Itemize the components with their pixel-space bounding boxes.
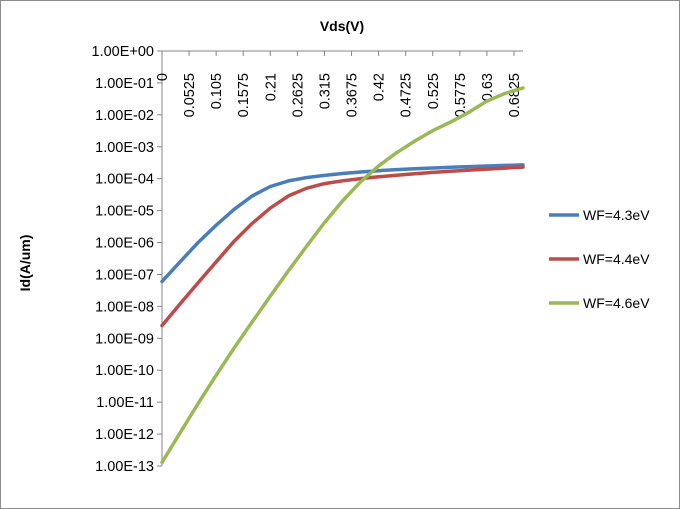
x-tick-label: 0 — [155, 73, 171, 81]
legend: WF=4.3eV WF=4.4eV WF=4.6eV — [549, 207, 650, 311]
y-tick-label: 1.00E-07 — [95, 267, 154, 283]
x-tick-label: 0.63 — [480, 73, 496, 101]
x-axis-ticks: 0 0.0525 0.105 0.1575 0.21 0.2625 0.315 0.3675 0… — [155, 51, 523, 117]
x-axis-title: Vds(V) — [320, 18, 364, 34]
y-tick-label: 1.00E+00 — [92, 44, 155, 60]
legend-label: WF=4.6eV — [583, 295, 650, 311]
y-tick-label: 1.00E-05 — [95, 204, 154, 220]
x-tick-label: 0.105 — [209, 73, 225, 109]
x-tick-label: 0.2625 — [290, 73, 306, 117]
x-tick-label: 0.525 — [426, 73, 442, 109]
y-tick-label: 1.00E-10 — [95, 363, 154, 379]
y-tick-label: 1.00E-09 — [95, 331, 154, 347]
series-lines — [160, 86, 525, 465]
y-tick-label: 1.00E-11 — [96, 395, 154, 411]
x-tick-label: 0.1575 — [236, 73, 252, 117]
y-tick-label: 1.00E-08 — [95, 299, 154, 315]
series-line-1 — [160, 163, 525, 284]
y-axis-ticks: 1.00E-13 1.00E-12 1.00E-11 1.00E-10 1.00E-09… — [92, 44, 162, 475]
y-tick-label: 1.00E-06 — [95, 236, 154, 252]
x-tick-label: 0.5775 — [453, 73, 469, 117]
legend-label: WF=4.4eV — [583, 251, 650, 267]
y-tick-label: 1.00E-12 — [95, 427, 154, 443]
series-line-3 — [160, 86, 525, 465]
y-tick-label: 1.00E-03 — [95, 140, 154, 156]
y-tick-label: 1.00E-13 — [95, 459, 154, 475]
x-tick-label: 0.4725 — [399, 73, 415, 117]
x-tick-label: 0.0525 — [182, 73, 198, 117]
y-axis-title: Id(A/um) — [17, 235, 33, 292]
y-tick-label: 1.00E-01 — [95, 76, 154, 92]
y-tick-label: 1.00E-04 — [95, 172, 154, 188]
series-line-2 — [160, 165, 525, 328]
x-tick-label: 0.42 — [372, 73, 388, 101]
legend-label: WF=4.3eV — [583, 207, 650, 223]
x-tick-label: 0.21 — [263, 73, 279, 101]
y-tick-label: 1.00E-02 — [95, 108, 154, 124]
x-tick-label: 0.3675 — [345, 73, 361, 117]
x-tick-label: 0.6825 — [507, 73, 523, 117]
x-tick-label: 0.315 — [317, 73, 333, 109]
